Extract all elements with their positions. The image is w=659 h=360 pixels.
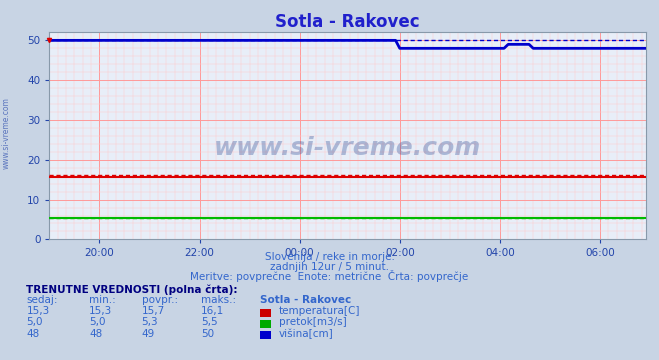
- Text: 5,5: 5,5: [201, 317, 217, 327]
- Text: www.si-vreme.com: www.si-vreme.com: [2, 97, 11, 169]
- Text: Sotla - Rakovec: Sotla - Rakovec: [260, 295, 351, 305]
- Text: 49: 49: [142, 329, 155, 339]
- Text: sedaj:: sedaj:: [26, 295, 58, 305]
- Text: Slovenija / reke in morje.: Slovenija / reke in morje.: [264, 252, 395, 262]
- Text: 48: 48: [89, 329, 102, 339]
- Text: 5,0: 5,0: [89, 317, 105, 327]
- Text: pretok[m3/s]: pretok[m3/s]: [279, 317, 347, 327]
- Text: 5,0: 5,0: [26, 317, 43, 327]
- Text: 15,3: 15,3: [89, 306, 112, 316]
- Text: zadnjih 12ur / 5 minut.: zadnjih 12ur / 5 minut.: [270, 262, 389, 272]
- Text: Meritve: povprečne  Enote: metrične  Črta: povprečje: Meritve: povprečne Enote: metrične Črta:…: [190, 270, 469, 282]
- Text: TRENUTNE VREDNOSTI (polna črta):: TRENUTNE VREDNOSTI (polna črta):: [26, 285, 238, 296]
- Text: 15,7: 15,7: [142, 306, 165, 316]
- Title: Sotla - Rakovec: Sotla - Rakovec: [275, 13, 420, 31]
- Text: temperatura[C]: temperatura[C]: [279, 306, 360, 316]
- Text: 16,1: 16,1: [201, 306, 224, 316]
- Text: povpr.:: povpr.:: [142, 295, 178, 305]
- Text: www.si-vreme.com: www.si-vreme.com: [214, 136, 481, 160]
- Text: maks.:: maks.:: [201, 295, 236, 305]
- Text: 48: 48: [26, 329, 40, 339]
- Text: min.:: min.:: [89, 295, 116, 305]
- Text: 15,3: 15,3: [26, 306, 49, 316]
- Text: 50: 50: [201, 329, 214, 339]
- Text: 5,3: 5,3: [142, 317, 158, 327]
- Text: višina[cm]: višina[cm]: [279, 328, 333, 339]
